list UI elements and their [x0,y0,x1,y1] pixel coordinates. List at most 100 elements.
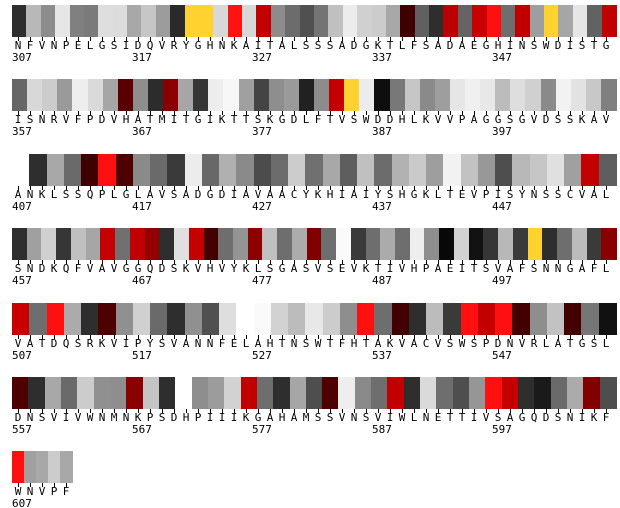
residue-tick [150,409,151,413]
residue-tick [150,111,151,116]
conservation-cell [150,153,169,186]
residue-letter: D [50,336,58,350]
residue-letter: V [470,187,478,201]
residue-letter: R [530,336,538,350]
conservation-cell [525,79,542,112]
residue-tick [558,111,559,116]
conservation-cell [223,79,240,112]
conservation-cell [158,377,176,409]
residue-letter: V [314,262,322,276]
conservation-cell [572,5,588,37]
residue-letter: I [338,187,346,201]
residue-tick [90,37,91,41]
residue-letter: A [338,39,346,52]
residue-letter: L [542,336,550,350]
conservation-cell [69,5,85,37]
conservation-cell [321,228,338,261]
residue-tick [186,111,187,116]
residue-letter: I [386,262,394,276]
residue-letter: G [362,39,370,52]
conservation-cell [328,5,344,37]
conservation-cell [512,153,531,186]
residue-tick [258,111,259,116]
residue-tick [522,409,523,413]
residue-tick [390,185,391,190]
residue-letter: L [50,187,58,201]
residue-letter: G [578,336,586,350]
conservation-cell [77,377,95,409]
conservation-cell [42,79,59,112]
position-number: 507 [12,348,32,362]
conservation-cell [357,302,376,335]
conservation-cell [515,5,531,37]
residue-tick [282,185,283,190]
residue-letter: S [266,262,274,276]
residue-letter: G [122,187,130,201]
residue-tick [282,37,283,41]
conservation-cell [288,302,307,335]
residue-tick [258,37,259,41]
conservation-cell [322,302,341,335]
residue-tick [534,334,535,339]
conservation-cell [174,228,191,261]
residue-letter: D [386,113,394,127]
residue-tick [54,260,55,265]
conservation-cell [242,5,258,37]
residue-letter: N [206,336,214,350]
residue-tick [66,334,67,339]
residue-letter: K [242,411,250,424]
conservation-cell [558,5,574,37]
conservation-cell [87,79,104,112]
residue-letter: I [206,411,214,424]
conservation-cell [322,377,340,409]
residue-tick [258,260,259,265]
conservation-cell [219,153,238,186]
residue-tick [438,185,439,190]
residue-tick [330,409,331,413]
residue-letter: Y [374,187,382,201]
residue-letter: S [446,336,454,350]
residue-tick [294,37,295,41]
residue-tick [594,111,595,116]
residue-letter: A [434,39,442,52]
residue-tick [546,334,547,339]
residue-letter: R [86,336,94,350]
residue-letter: H [122,113,130,127]
residue-letter: D [98,113,106,127]
position-number: 317 [132,51,152,64]
conservation-cell [12,79,28,112]
residue-tick [558,334,559,339]
residue-tick [90,111,91,116]
conservation-cell [546,153,565,186]
conservation-cell [449,79,466,112]
residue-letter: F [74,262,82,276]
conservation-cell [469,377,487,409]
residue-letter: N [26,485,34,499]
residue-letter: T [470,262,478,276]
residue-tick [306,111,307,116]
residue-letter: M [158,113,166,127]
conservation-cell [55,5,71,37]
residue-tick [18,409,19,413]
residue-letter: N [542,262,550,276]
residue-letter: D [290,113,298,127]
residue-letter: T [458,411,466,424]
residue-letter: S [470,336,478,350]
conservation-cell [544,5,560,37]
residue-tick [318,409,319,413]
residue-tick [522,334,523,339]
residue-letter: Q [146,262,154,276]
conservation-cell [344,79,361,112]
residue-tick [282,334,283,339]
conservation-cell [529,302,548,335]
residue-letter: S [326,262,334,276]
conservation-cell [581,302,600,335]
residue-letter: S [74,336,82,350]
residue-letter: I [386,411,394,424]
residue-tick [186,185,187,190]
residue-letter: P [98,187,106,201]
residue-tick [294,185,295,190]
residue-tick [486,37,487,41]
residue-tick [498,334,499,339]
